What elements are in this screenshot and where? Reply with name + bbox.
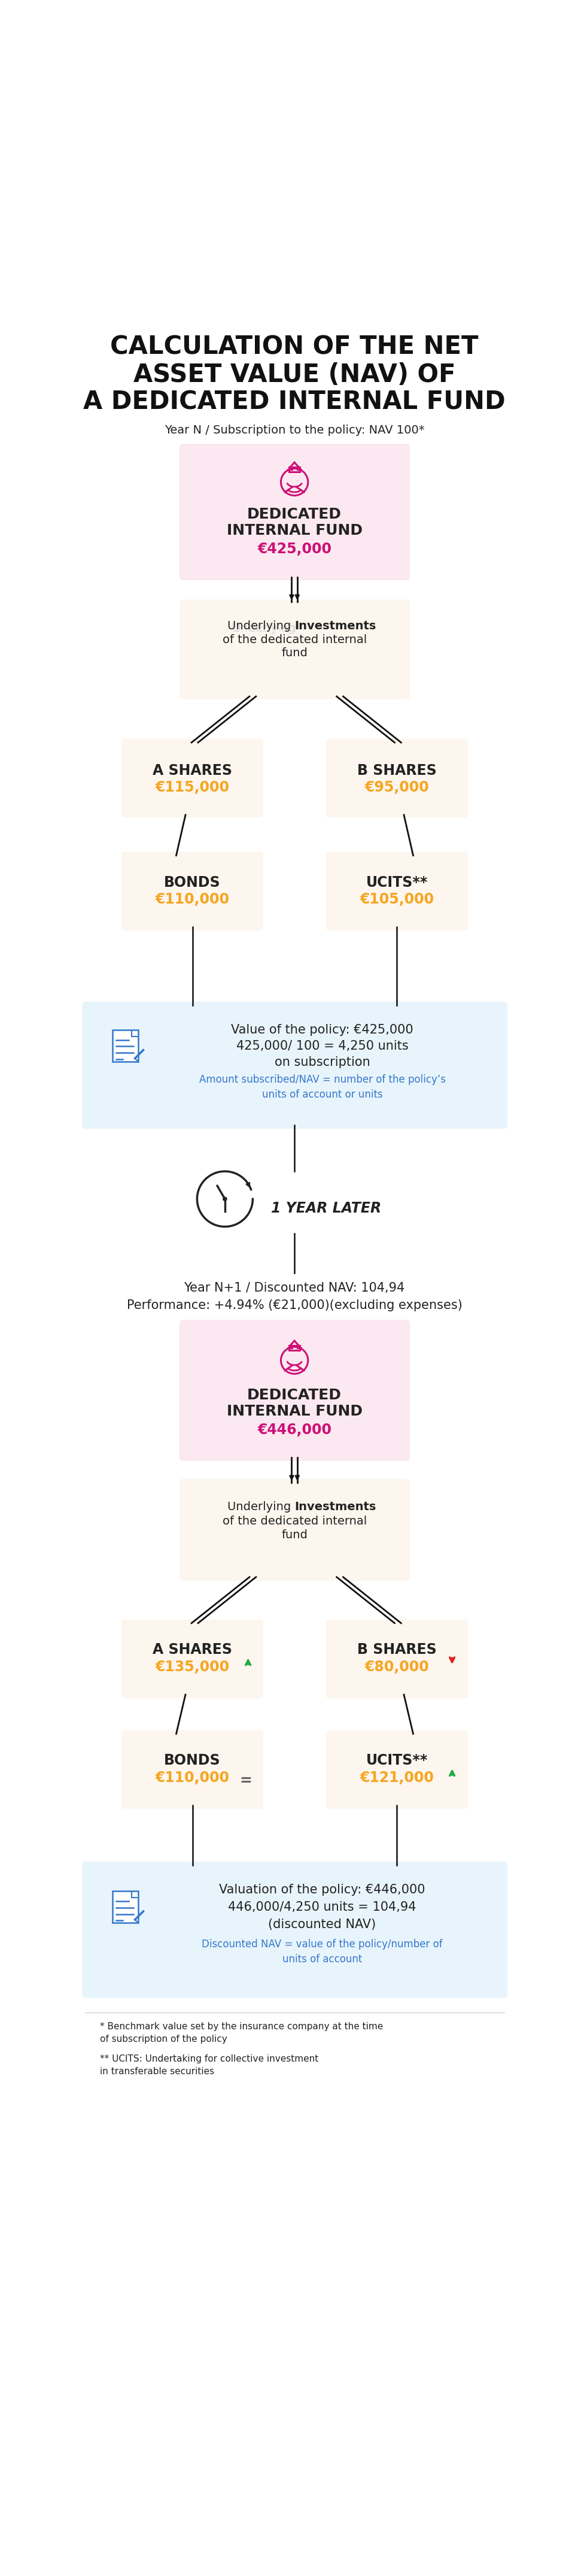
Text: of subscription of the policy: of subscription of the policy xyxy=(99,2035,227,2043)
FancyBboxPatch shape xyxy=(179,1479,410,1582)
FancyBboxPatch shape xyxy=(112,1030,138,1061)
Text: * Benchmark value set by the insurance company at the time: * Benchmark value set by the insurance c… xyxy=(99,2022,383,2030)
Text: €121,000: €121,000 xyxy=(360,1770,434,1785)
Text: fund: fund xyxy=(281,1530,308,1540)
FancyBboxPatch shape xyxy=(121,853,263,930)
Text: fund: fund xyxy=(281,647,308,659)
Bar xyxy=(289,466,300,471)
Text: Performance: +4.94% (€21,000)(excluding expenses): Performance: +4.94% (€21,000)(excluding … xyxy=(126,1298,462,1311)
Bar xyxy=(289,1345,300,1350)
Text: UCITS**: UCITS** xyxy=(366,1754,428,1767)
Text: €110,000: €110,000 xyxy=(155,1770,229,1785)
Text: A SHARES: A SHARES xyxy=(152,1643,232,1656)
Text: €115,000: €115,000 xyxy=(155,781,229,796)
Text: ASSET VALUE (NAV) OF: ASSET VALUE (NAV) OF xyxy=(133,363,455,386)
Text: BONDS: BONDS xyxy=(164,1754,221,1767)
Text: Underlying: Underlying xyxy=(232,623,299,634)
Text: on subscription: on subscription xyxy=(274,1056,370,1069)
FancyBboxPatch shape xyxy=(121,739,263,817)
Circle shape xyxy=(223,1198,227,1200)
Text: Investments: Investments xyxy=(294,1502,376,1512)
FancyBboxPatch shape xyxy=(82,1862,507,1999)
Text: B SHARES: B SHARES xyxy=(357,762,436,778)
Text: of the dedicated internal: of the dedicated internal xyxy=(223,1515,367,1528)
Text: €80,000: €80,000 xyxy=(365,1659,429,1674)
FancyBboxPatch shape xyxy=(179,1319,410,1461)
Text: of the dedicated internal: of the dedicated internal xyxy=(223,634,367,647)
Text: DEDICATED: DEDICATED xyxy=(247,507,342,523)
Text: B SHARES: B SHARES xyxy=(357,1643,436,1656)
FancyBboxPatch shape xyxy=(121,1731,263,1808)
Text: Year N+1 / Discounted NAV: 104,94: Year N+1 / Discounted NAV: 104,94 xyxy=(184,1283,405,1293)
Text: (discounted NAV): (discounted NAV) xyxy=(269,1919,376,1929)
Text: UCITS**: UCITS** xyxy=(366,876,428,889)
Text: 425,000/ 100 = 4,250 units: 425,000/ 100 = 4,250 units xyxy=(236,1041,408,1051)
Text: €110,000: €110,000 xyxy=(155,891,229,907)
FancyBboxPatch shape xyxy=(121,1620,263,1698)
FancyBboxPatch shape xyxy=(82,1002,507,1128)
Text: €446,000: €446,000 xyxy=(258,1422,332,1437)
Text: Discounted NAV = value of the policy/number of
units of account: Discounted NAV = value of the policy/num… xyxy=(202,1940,443,1965)
Text: in transferable securities: in transferable securities xyxy=(99,2066,214,2076)
Text: CALCULATION OF THE NET: CALCULATION OF THE NET xyxy=(110,335,478,361)
Text: €105,000: €105,000 xyxy=(360,891,434,907)
Text: 446,000/4,250 units = 104,94: 446,000/4,250 units = 104,94 xyxy=(228,1901,416,1914)
Text: ** UCITS: Undertaking for collective investment: ** UCITS: Undertaking for collective inv… xyxy=(99,2053,318,2063)
Text: DEDICATED: DEDICATED xyxy=(247,1388,342,1401)
FancyBboxPatch shape xyxy=(326,853,468,930)
FancyBboxPatch shape xyxy=(326,1620,468,1698)
Text: A DEDICATED INTERNAL FUND: A DEDICATED INTERNAL FUND xyxy=(83,389,505,415)
Text: €425,000: €425,000 xyxy=(258,541,332,556)
Text: Underlying: Underlying xyxy=(227,1502,294,1512)
Text: 1 YEAR LATER: 1 YEAR LATER xyxy=(271,1200,382,1216)
Text: A SHARES: A SHARES xyxy=(152,762,232,778)
Text: Amount subscribed/NAV = number of the policy’s
units of account or units: Amount subscribed/NAV = number of the po… xyxy=(199,1074,446,1100)
Text: BONDS: BONDS xyxy=(164,876,221,889)
Text: Valuation of the policy: €446,000: Valuation of the policy: €446,000 xyxy=(219,1883,426,1896)
FancyBboxPatch shape xyxy=(112,1891,138,1922)
Text: €135,000: €135,000 xyxy=(155,1659,229,1674)
Text: Underlying: Underlying xyxy=(232,623,299,634)
FancyBboxPatch shape xyxy=(179,600,410,698)
Text: INTERNAL FUND: INTERNAL FUND xyxy=(227,523,362,538)
Text: Underlying: Underlying xyxy=(227,621,294,631)
Text: €95,000: €95,000 xyxy=(365,781,429,796)
Text: Year N / Subscription to the policy: NAV 100*: Year N / Subscription to the policy: NAV… xyxy=(164,425,424,435)
Text: Investments: Investments xyxy=(294,621,376,631)
FancyBboxPatch shape xyxy=(326,739,468,817)
Text: =: = xyxy=(240,1772,252,1788)
Text: INTERNAL FUND: INTERNAL FUND xyxy=(227,1404,362,1419)
FancyBboxPatch shape xyxy=(326,1731,468,1808)
Text: Value of the policy: €425,000: Value of the policy: €425,000 xyxy=(231,1023,413,1036)
FancyBboxPatch shape xyxy=(179,443,410,580)
